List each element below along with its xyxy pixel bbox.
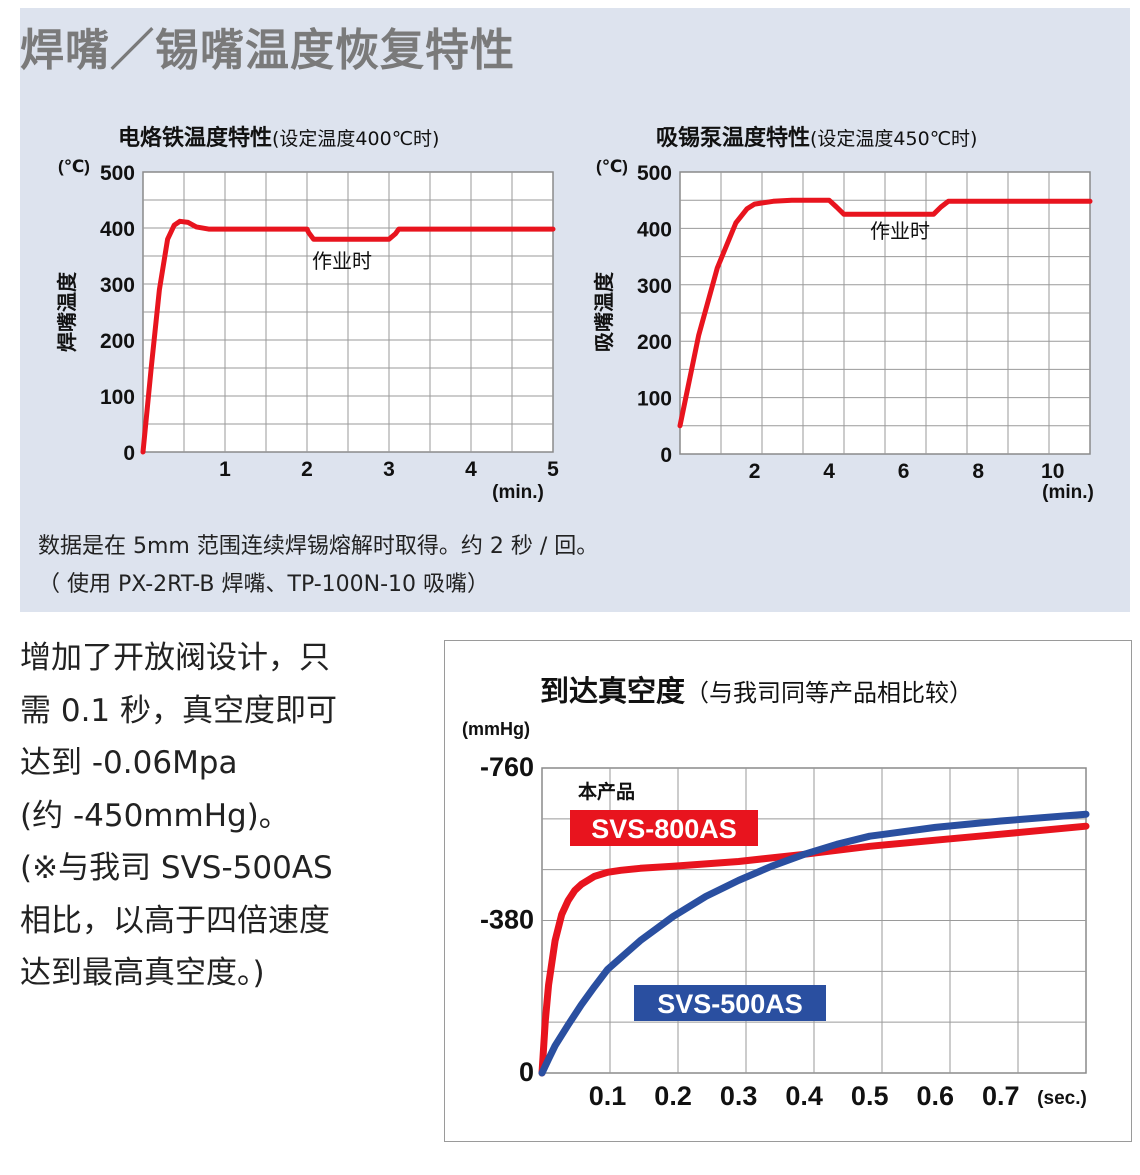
chart1-y-tick-label: 500 — [100, 162, 135, 185]
chart1-y-tick-label: 400 — [100, 218, 135, 241]
chart2-y-tick-label: 100 — [637, 388, 672, 411]
chart2-y-tick-label: 400 — [637, 218, 672, 241]
chart2-annotation: 作业时 — [870, 220, 930, 243]
chart1-x-tick-label: 3 — [383, 458, 395, 481]
side-line-2: 需 0.1 秒，真空度即可 — [20, 692, 338, 729]
chart2-x-tick-label: 6 — [898, 460, 910, 483]
side-line-5: (※与我司 SVS-500AS — [20, 850, 333, 886]
chart3-series-line-svs-500as — [538, 810, 1090, 1077]
side-line-1: 增加了开放阀设计，只 — [20, 640, 330, 676]
chart2-y-tick-label: 300 — [637, 275, 672, 298]
chart2-series-line — [677, 197, 1093, 429]
side-line-7: 达到最高真空度。) — [20, 955, 265, 991]
chart2-y-tick-label: 0 — [660, 444, 672, 467]
chart2-x-tick-label: 4 — [823, 460, 835, 483]
chart1-annotation: 作业时 — [312, 250, 372, 273]
chart3-title: 到达真空度（与我司同等产品相比较） — [540, 668, 973, 710]
chart3-y-tick-label: -760 — [480, 752, 534, 782]
chart2-title: 吸锡泵温度特性(设定温度450℃时) — [656, 120, 977, 152]
chart2-x-tick-label: 10 — [1041, 460, 1064, 483]
note-line-1: 数据是在 5mm 范围连续焊锡熔解时取得。约 2 秒 / 回。 — [38, 534, 599, 559]
chart3-label-bg-svs-800as — [570, 810, 758, 846]
chart3-series-heading: 本产品 — [578, 780, 635, 803]
chart3-x-tick-label: 0.3 — [720, 1081, 758, 1111]
main-title: 焊嘴／锡嘴温度恢复特性 — [20, 25, 515, 76]
chart2-y-label: 吸嘴温度 — [592, 271, 616, 352]
note-line-2: （ 使用 PX-2RT-B 焊嘴、TP-100N-10 吸嘴） — [38, 572, 490, 597]
chart1-y-tick-label: 200 — [100, 330, 135, 353]
chart3-x-tick-label: 0.2 — [654, 1081, 692, 1111]
chart1-y-tick-label: 100 — [100, 386, 135, 409]
chart1-subtitle: (设定温度400℃时) — [272, 128, 440, 150]
side-line-3: 达到 -0.06Mpa — [20, 745, 238, 781]
chart3-label-svs-800as: SVS-800AS — [591, 814, 737, 844]
chart1-x-unit: (min.) — [492, 482, 544, 503]
chart1-y-label: 焊嘴温度 — [55, 271, 79, 352]
chart3-label-bg-svs-500as — [634, 985, 826, 1021]
chart2-y-tick-label: 200 — [637, 331, 672, 354]
chart1-x-tick-label: 2 — [301, 458, 313, 481]
chart1-y-tick-label: 0 — [123, 442, 135, 465]
chart1-series-line — [140, 218, 556, 455]
chart1-title: 电烙铁温度特性(设定温度400℃时) — [118, 120, 439, 152]
chart2-x-tick-label: 2 — [749, 460, 761, 483]
chart1-x-tick-label: 4 — [465, 458, 477, 481]
chart2-subtitle: (设定温度450℃时) — [810, 128, 978, 150]
chart2-y-unit: (℃) — [596, 157, 628, 176]
side-description: 增加了开放阀设计，只 需 0.1 秒，真空度即可 达到 -0.06Mpa (约 … — [20, 632, 425, 1000]
chart2-title-main: 吸锡泵温度特性 — [656, 126, 811, 151]
chart2-x-tick-label: 8 — [972, 460, 984, 483]
chart3-x-tick-label: 0.6 — [916, 1081, 954, 1111]
chart3-series-line-svs-800as — [538, 822, 1090, 1077]
chart2-y-tick-label: 500 — [637, 162, 672, 185]
chart1-title-main: 电烙铁温度特性 — [118, 126, 273, 151]
chart3-x-tick-label: 0.5 — [851, 1081, 889, 1111]
chart3-x-tick-label: 0.4 — [785, 1081, 823, 1111]
chart1-y-unit: (℃) — [58, 157, 90, 176]
chart3-x-unit: (sec.) — [1037, 1088, 1087, 1109]
chart1-x-tick-label: 5 — [547, 458, 559, 481]
chart3-y-tick-label: -380 — [480, 905, 534, 935]
chart3-subtitle: （与我司同等产品相比较） — [685, 679, 974, 707]
side-line-4: (约 -450mmHg)。 — [20, 797, 290, 834]
chart3-title-main: 到达真空度 — [540, 674, 686, 708]
chart3-y-unit: (mmHg) — [462, 719, 530, 739]
chart1-y-tick-label: 300 — [100, 274, 135, 297]
chart3-label-svs-500as: SVS-500AS — [657, 989, 803, 1019]
chart2-x-unit: (min.) — [1042, 482, 1094, 503]
chart3-x-tick-label: 0.7 — [982, 1081, 1020, 1111]
side-line-6: 相比，以高于四倍速度 — [20, 902, 330, 939]
chart1-x-tick-label: 1 — [219, 458, 231, 481]
chart3-x-tick-label: 0.1 — [589, 1081, 627, 1111]
chart3-y-tick-label: 0 — [519, 1057, 534, 1087]
